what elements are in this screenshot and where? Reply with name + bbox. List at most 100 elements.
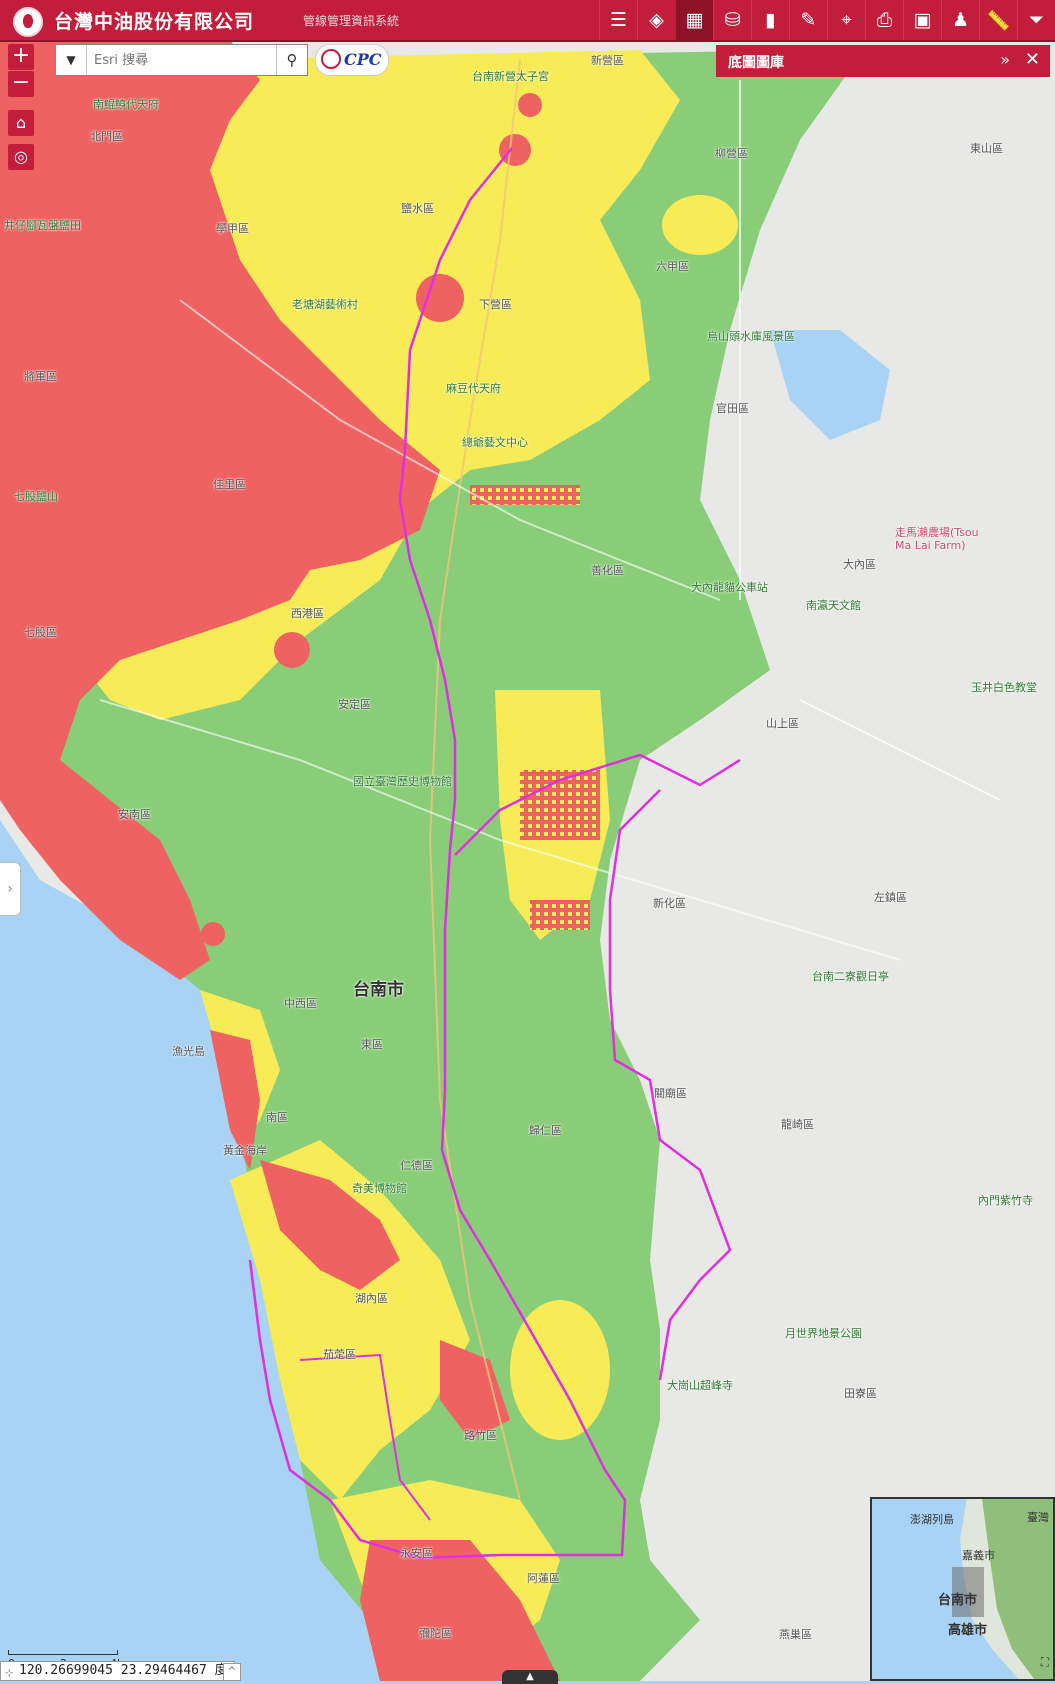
zone-red-dither bbox=[520, 770, 600, 840]
sea bbox=[0, 820, 400, 1681]
map-label: 台南新營太子宮 bbox=[472, 70, 549, 83]
pipeline-branch-east bbox=[454, 753, 741, 856]
map-label: 山上區 bbox=[766, 717, 799, 730]
map-label: 內門紫竹寺 bbox=[978, 1194, 1033, 1207]
map-label: 中西區 bbox=[284, 997, 317, 1010]
zone-red-mituo bbox=[360, 1540, 560, 1681]
map-label: 茄萣區 bbox=[323, 1348, 356, 1361]
zone-red-dot bbox=[416, 274, 464, 322]
zone-red-dot bbox=[518, 93, 542, 117]
zone-yellow-blob2 bbox=[510, 1300, 610, 1440]
zone-red-dot bbox=[274, 632, 310, 668]
screenshot-icon[interactable]: ▣ bbox=[903, 0, 941, 40]
layers-icon[interactable]: ◈ bbox=[637, 0, 675, 40]
map-label: 關廟區 bbox=[654, 1087, 687, 1100]
map-pin-bag-icon[interactable]: ⛁ bbox=[713, 0, 751, 40]
fullscreen-icon[interactable]: ⛶ bbox=[1040, 1655, 1050, 1669]
search-input[interactable] bbox=[90, 45, 278, 75]
map-label: 龍崎區 bbox=[781, 1118, 814, 1131]
map-label: 路竹區 bbox=[464, 1429, 497, 1442]
map-label: 官田區 bbox=[716, 402, 749, 415]
zoom-out-button[interactable]: − bbox=[8, 71, 34, 97]
map-label: 善化區 bbox=[591, 564, 624, 577]
collapse-icon[interactable]: » bbox=[1000, 50, 1010, 69]
ruler-icon[interactable]: 📏 bbox=[979, 0, 1017, 40]
overview-label: 高雄市 bbox=[948, 1623, 988, 1638]
map-label: 柳營區 bbox=[715, 147, 748, 160]
locate-icon[interactable]: ◎ bbox=[8, 144, 34, 170]
overview-map[interactable]: 澎湖列島 臺灣 嘉義市 台南市 高雄市 bbox=[870, 1497, 1055, 1681]
overview-extent bbox=[952, 1567, 984, 1617]
coordinates-value: 120.26699045 23.29464467 度 bbox=[19, 1663, 228, 1678]
map-label: 湖內區 bbox=[355, 1292, 388, 1305]
basemap-grid-icon[interactable]: ▦ bbox=[675, 0, 713, 40]
map-label: 國立臺灣歷史博物館 bbox=[353, 775, 452, 788]
map-label: 下營區 bbox=[479, 298, 512, 311]
reservoir bbox=[770, 330, 890, 440]
system-title: 管線管理資訊系統 bbox=[303, 14, 400, 28]
bottom-panel-toggle[interactable]: ▲ bbox=[502, 1670, 558, 1684]
map-label: 南區 bbox=[266, 1111, 288, 1124]
cpc-badge: CPC bbox=[315, 44, 389, 76]
road bbox=[739, 80, 1001, 801]
company-title: 台灣中油股份有限公司 bbox=[54, 11, 255, 33]
map-label: 台南二寮觀日亭 bbox=[812, 970, 889, 983]
map-label: 鹽水區 bbox=[401, 202, 434, 215]
map-label: 燕巢區 bbox=[779, 1628, 812, 1641]
map-label: 走馬瀨農場(Tsou Ma Lai Farm) bbox=[895, 526, 979, 552]
panel-title: 底圖圖庫 bbox=[728, 55, 784, 71]
pen-icon[interactable]: ✎ bbox=[789, 0, 827, 40]
map-label: 大崗山超峰寺 bbox=[667, 1379, 733, 1392]
map-label: 新營區 bbox=[591, 54, 624, 67]
map-label: 歸仁區 bbox=[529, 1124, 562, 1137]
side-panel-toggle[interactable]: › bbox=[0, 862, 21, 916]
map-label: 安定區 bbox=[338, 698, 371, 711]
map-label: 井仔腳瓦盤鹽田 bbox=[4, 219, 81, 232]
pipeline-loop bbox=[299, 1353, 431, 1521]
app-header: 台灣中油股份有限公司 管線管理資訊系統 ☰ ◈ ▦ ⛁ ▮ ✎ ⌖ ⎙ ▣ ♟ … bbox=[0, 0, 1055, 42]
zone-red-hunei bbox=[260, 1160, 400, 1290]
coordinates-readout: ⊹ 120.26699045 23.29464467 度 bbox=[0, 1661, 235, 1681]
basemap-gallery-panel: 底圖圖庫 » ✕ bbox=[716, 45, 1050, 77]
map-label: 佳里區 bbox=[213, 478, 246, 491]
zone-red-dither bbox=[470, 485, 580, 505]
map-label: 學甲區 bbox=[216, 222, 249, 235]
map-label: 大內區 bbox=[843, 558, 876, 571]
crosshair-icon: ⊹ bbox=[5, 1668, 14, 1679]
attribution-toggle[interactable]: ^ bbox=[223, 1663, 241, 1681]
person-icon[interactable]: ♟ bbox=[941, 0, 979, 40]
search-icon[interactable]: ⚲ bbox=[276, 45, 307, 75]
overview-label: 臺灣 bbox=[1027, 1511, 1049, 1524]
zone-red-dither bbox=[530, 900, 590, 930]
pipeline-main bbox=[248, 147, 627, 1560]
map-label: 奇美博物館 bbox=[352, 1182, 407, 1195]
close-icon[interactable]: ✕ bbox=[1024, 49, 1040, 70]
filter-icon[interactable]: ⏷ bbox=[1017, 0, 1055, 40]
map-label: 西港區 bbox=[291, 607, 324, 620]
overview-label: 澎湖列島 bbox=[910, 1513, 954, 1526]
pipeline-branch-south bbox=[608, 789, 732, 1381]
map-label: 黃金海岸 bbox=[223, 1144, 267, 1157]
map-label: 北門區 bbox=[90, 130, 123, 143]
home-icon[interactable]: ⌂ bbox=[8, 110, 34, 136]
map-label: 大內龍貓公車站 bbox=[691, 581, 768, 594]
list-icon[interactable]: ☰ bbox=[599, 0, 637, 40]
cpc-logo-text: CPC bbox=[344, 50, 382, 69]
zoom-in-button[interactable]: + bbox=[8, 44, 34, 70]
map-label: 烏山頭水庫風景區 bbox=[707, 330, 795, 343]
book-icon[interactable]: ▮ bbox=[751, 0, 789, 40]
road-highway bbox=[428, 59, 521, 1501]
location-pin-icon[interactable]: ⌖ bbox=[827, 0, 865, 40]
search-source-dropdown[interactable]: ▼ bbox=[56, 45, 87, 75]
map-label: 七股鹽山 bbox=[14, 490, 58, 503]
map-label: 東山區 bbox=[970, 142, 1003, 155]
map-label: 六甲區 bbox=[656, 260, 689, 273]
cpc-mark-icon bbox=[321, 49, 341, 69]
zone-red-dot bbox=[201, 922, 225, 946]
cpc-logo-icon bbox=[13, 7, 43, 37]
map-label-city: 台南市 bbox=[353, 980, 404, 1000]
print-icon[interactable]: ⎙ bbox=[865, 0, 903, 40]
overview-mountains bbox=[982, 1499, 1053, 1679]
zone-yellow-blob bbox=[662, 195, 738, 255]
